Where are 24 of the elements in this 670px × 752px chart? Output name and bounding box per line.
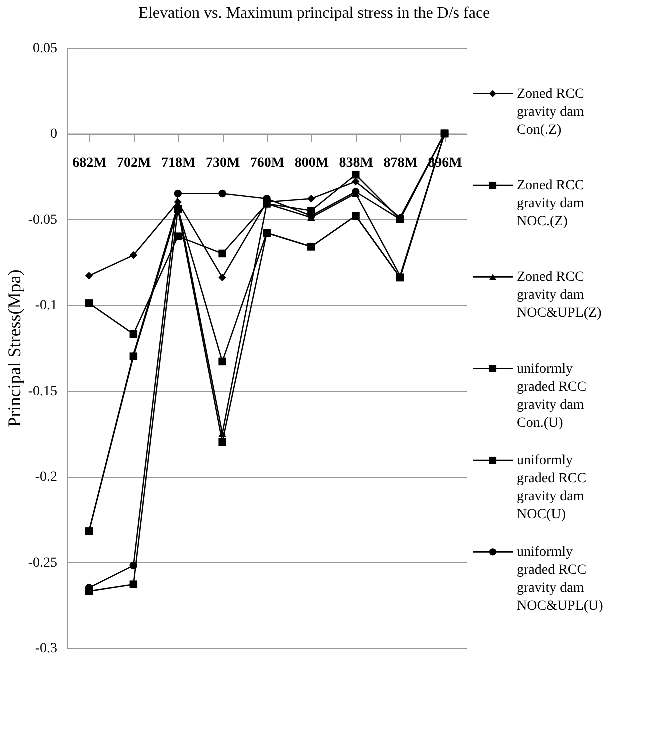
chart-title: Elevation vs. Maximum principal stress in the D/s face (138, 5, 490, 22)
legend-label: Zoned RCC gravity dam NOC&UPL(Z) (517, 270, 602, 322)
x-tick-label: 702M (117, 156, 152, 172)
y-tick-label: 0.05 (33, 42, 58, 56)
y-axis-title: Principal Stress(Mpa) (4, 270, 24, 428)
legend-label: uniformly graded RCC gravity dam NOC(U) (517, 454, 587, 522)
y-tick-label: -0.25 (28, 556, 58, 571)
legend-label: uniformly graded RCC gravity dam NOC&UPL(U) (517, 545, 604, 614)
x-tick-label: 682M (72, 156, 107, 172)
legend-label: Zoned RCC gravity dam Con(.Z) (517, 86, 584, 138)
y-tick-label: -0.05 (28, 212, 58, 228)
legend-label: uniformly graded RCC gravity dam Con.(U) (517, 362, 587, 431)
x-tick-label: 760M (250, 156, 285, 172)
y-tick-label: 0 (50, 127, 58, 142)
x-tick-label: 878M (384, 156, 418, 172)
x-tick-label: 800M (294, 156, 330, 172)
x-tick-label: 838M (339, 156, 374, 172)
y-tick-label: -0.3 (35, 642, 58, 656)
y-tick-label: -0.15 (28, 384, 58, 400)
x-tick-label: 718M (162, 156, 196, 172)
legend-label: Zoned RCC gravity dam NOC.(Z) (517, 178, 584, 230)
y-tick-label: -0.2 (35, 470, 58, 486)
x-tick-label: 730M (206, 156, 240, 172)
y-tick-label: -0.1 (35, 298, 58, 314)
